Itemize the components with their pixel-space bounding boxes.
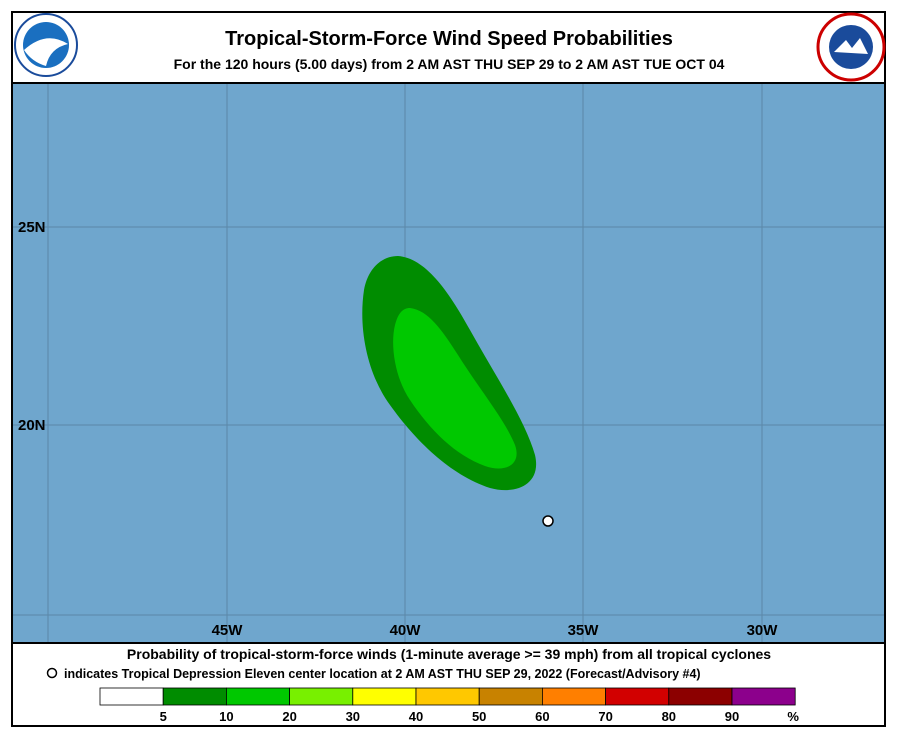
scale-box (415, 687, 480, 706)
lon-label: 35W (568, 622, 600, 639)
lon-label: 40W (390, 622, 422, 639)
center-symbol (46, 667, 58, 679)
scale-box (162, 687, 227, 706)
scale-box (668, 687, 733, 706)
scale-box (542, 687, 607, 706)
scale-box (352, 687, 417, 706)
nws-logo (816, 12, 886, 82)
scale-label: 80 (662, 709, 676, 724)
scale-label: 90 (725, 709, 739, 724)
lat-label: 25N (18, 219, 46, 236)
lon-label: 45W (212, 622, 244, 639)
note: indicates Tropical Depression Eleven cen… (64, 667, 701, 681)
scale-label: 5 (160, 709, 167, 724)
prob-10-20 (393, 308, 517, 469)
title: Tropical-Storm-Force Wind Speed Probabil… (225, 28, 673, 50)
scale-box (225, 687, 290, 706)
noaa-logo (14, 13, 78, 77)
scale-label: 10 (219, 709, 233, 724)
caption: Probability of tropical-storm-force wind… (127, 646, 771, 662)
scale-box (731, 687, 796, 706)
scale-label: 40 (409, 709, 423, 724)
color-scale: 5 10 20 30 40 50 60 70 80 90% (99, 687, 799, 724)
map: 45W 40W 35W 30W 25N 20N (11, 82, 886, 644)
scale-label: 60 (535, 709, 549, 724)
lon-label: 30W (747, 622, 779, 639)
lat-label: 20N (18, 417, 46, 434)
storm-center (542, 515, 554, 527)
scale-label: 70 (598, 709, 612, 724)
scale-label: 50 (472, 709, 486, 724)
subtitle: For the 120 hours (5.00 days) from 2 AM … (174, 56, 725, 72)
scale-label: 30 (346, 709, 360, 724)
scale-label: 20 (282, 709, 296, 724)
scale-box (478, 687, 543, 706)
scale-box (289, 687, 354, 706)
scale-unit: % (787, 709, 799, 724)
scale-box (605, 687, 670, 706)
scale-box (99, 687, 164, 706)
